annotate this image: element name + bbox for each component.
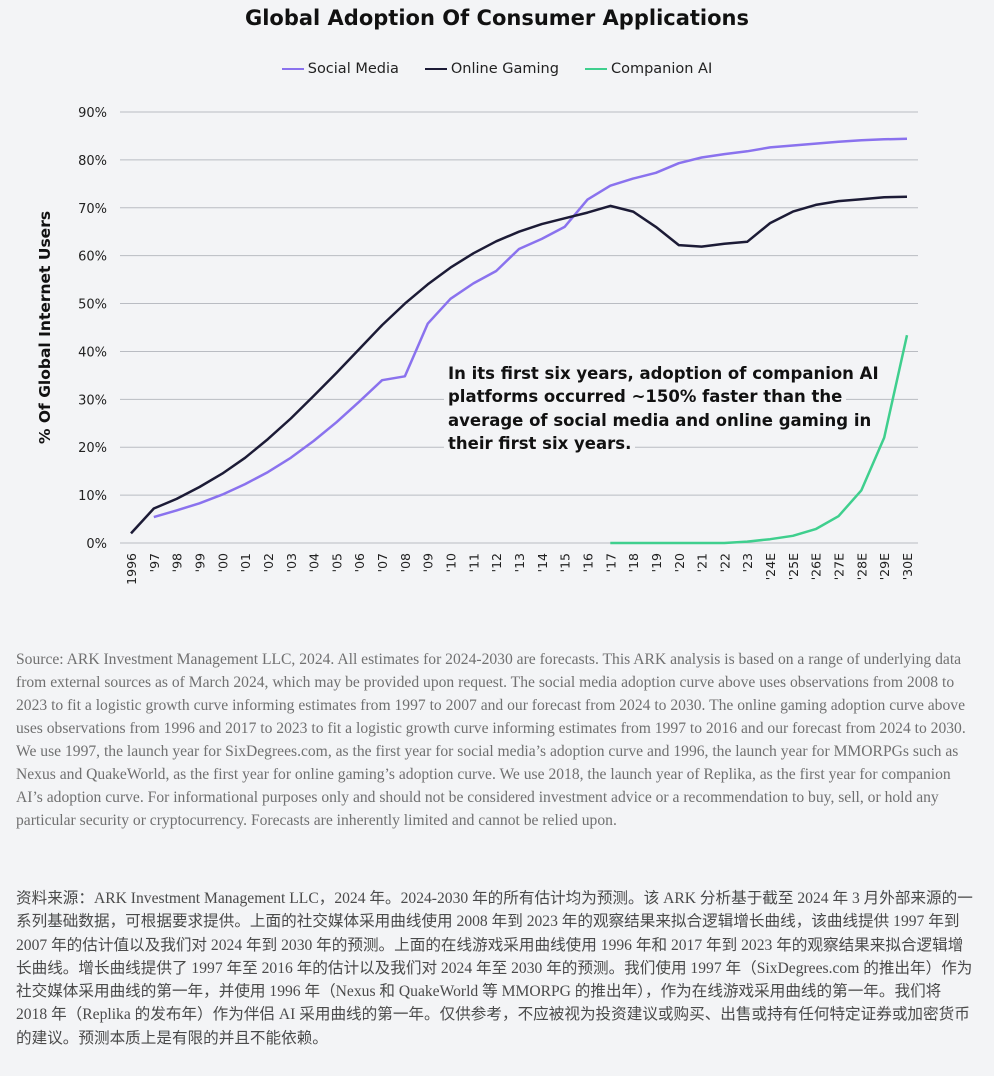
legend-label: Companion AI xyxy=(610,61,713,77)
y-tick-label: 0% xyxy=(86,537,107,552)
x-tick-label: '11 xyxy=(466,553,481,572)
x-tick-label: '01 xyxy=(238,553,253,572)
legend-swatch xyxy=(281,68,304,70)
x-tick-label: '29E xyxy=(877,553,892,580)
y-tick-label: 60% xyxy=(78,250,107,265)
x-tick-label: '00 xyxy=(215,553,230,572)
legend-swatch xyxy=(584,68,607,70)
y-tick-label: 90% xyxy=(78,106,107,121)
x-tick-label: '06 xyxy=(352,553,367,572)
y-tick-label: 10% xyxy=(78,489,107,504)
series-line-companion-ai xyxy=(610,334,909,545)
x-tick-label: '24E xyxy=(763,553,778,580)
x-tick-label: '26E xyxy=(809,553,824,580)
x-tick-label: '04 xyxy=(307,553,322,572)
chart-title: Global Adoption Of Consumer Applications xyxy=(244,6,750,30)
legend-item-online-gaming: Online Gaming xyxy=(424,61,559,77)
x-tick-label: '02 xyxy=(261,553,276,572)
y-tick-label: 50% xyxy=(78,298,107,313)
line-chart: 0% 10% 20% 30% 40% 50% 60% 70% 80% 90% 1996 '97 '98 '… xyxy=(36,106,918,585)
x-tick-label: '17 xyxy=(603,553,618,572)
x-tick-label: '15 xyxy=(558,553,573,572)
y-axis-label: % Of Global Internet Users xyxy=(36,211,54,444)
y-tick-label: 30% xyxy=(78,393,107,408)
y-tick-label: 40% xyxy=(78,345,107,360)
y-tick-label: 80% xyxy=(78,154,107,169)
x-tick-label: '03 xyxy=(284,553,299,572)
source-footnote: Source: ARK Investment Management LLC, 2… xyxy=(16,651,966,829)
x-tick-label: '30E xyxy=(900,553,915,580)
series-line-social-media xyxy=(153,137,908,519)
x-tick-label: '13 xyxy=(512,553,527,572)
y-tick-label: 20% xyxy=(78,441,107,456)
x-tick-label: '07 xyxy=(375,553,390,572)
x-tick-label: '98 xyxy=(170,553,185,572)
x-tick-label: '21 xyxy=(695,553,710,572)
x-tick-label: '22 xyxy=(717,553,732,572)
annotation-line: average of social media and online gamin… xyxy=(444,410,876,430)
annotation-line: their first six years. xyxy=(444,433,636,453)
series-line-online-gaming xyxy=(130,195,908,535)
legend-item-companion-ai: Companion AI xyxy=(584,61,713,77)
x-tick-label: '08 xyxy=(398,553,413,572)
x-tick-label: '19 xyxy=(649,553,664,572)
x-tick-label: '05 xyxy=(329,553,344,572)
x-tick-label: 1996 xyxy=(124,553,139,585)
x-tick-label: '25E xyxy=(786,553,801,580)
legend: Social Media Online Gaming Companion AI xyxy=(0,61,994,77)
x-tick-label: '20 xyxy=(672,553,687,572)
annotation-line: platforms occurred ~150% faster than the xyxy=(444,387,847,407)
annotation-line: In its first six years, adoption of comp… xyxy=(444,364,883,383)
annotation: In its first six years, adoption of comp… xyxy=(444,362,884,455)
x-tick-label: '14 xyxy=(535,553,550,572)
x-tick-label: '12 xyxy=(489,553,504,572)
x-tick-label: '09 xyxy=(421,553,436,572)
x-tick-label: '28E xyxy=(854,553,869,580)
y-tick-label: 70% xyxy=(78,202,107,217)
x-tick-label: '97 xyxy=(147,553,162,572)
legend-swatch xyxy=(424,68,447,70)
x-tick-label: '99 xyxy=(192,553,207,572)
legend-item-social-media: Social Media xyxy=(281,61,399,77)
source-footnote-chinese: 资料来源：ARK Investment Management LLC，2024 … xyxy=(16,890,973,1047)
x-tick-label: '18 xyxy=(626,553,641,572)
x-tick-label: '23 xyxy=(740,553,755,572)
legend-label: Online Gaming xyxy=(450,61,559,77)
x-tick-label: '16 xyxy=(580,553,595,572)
x-tick-label: '10 xyxy=(444,553,459,572)
legend-label: Social Media xyxy=(307,61,399,77)
x-tick-label: '27E xyxy=(832,553,847,580)
